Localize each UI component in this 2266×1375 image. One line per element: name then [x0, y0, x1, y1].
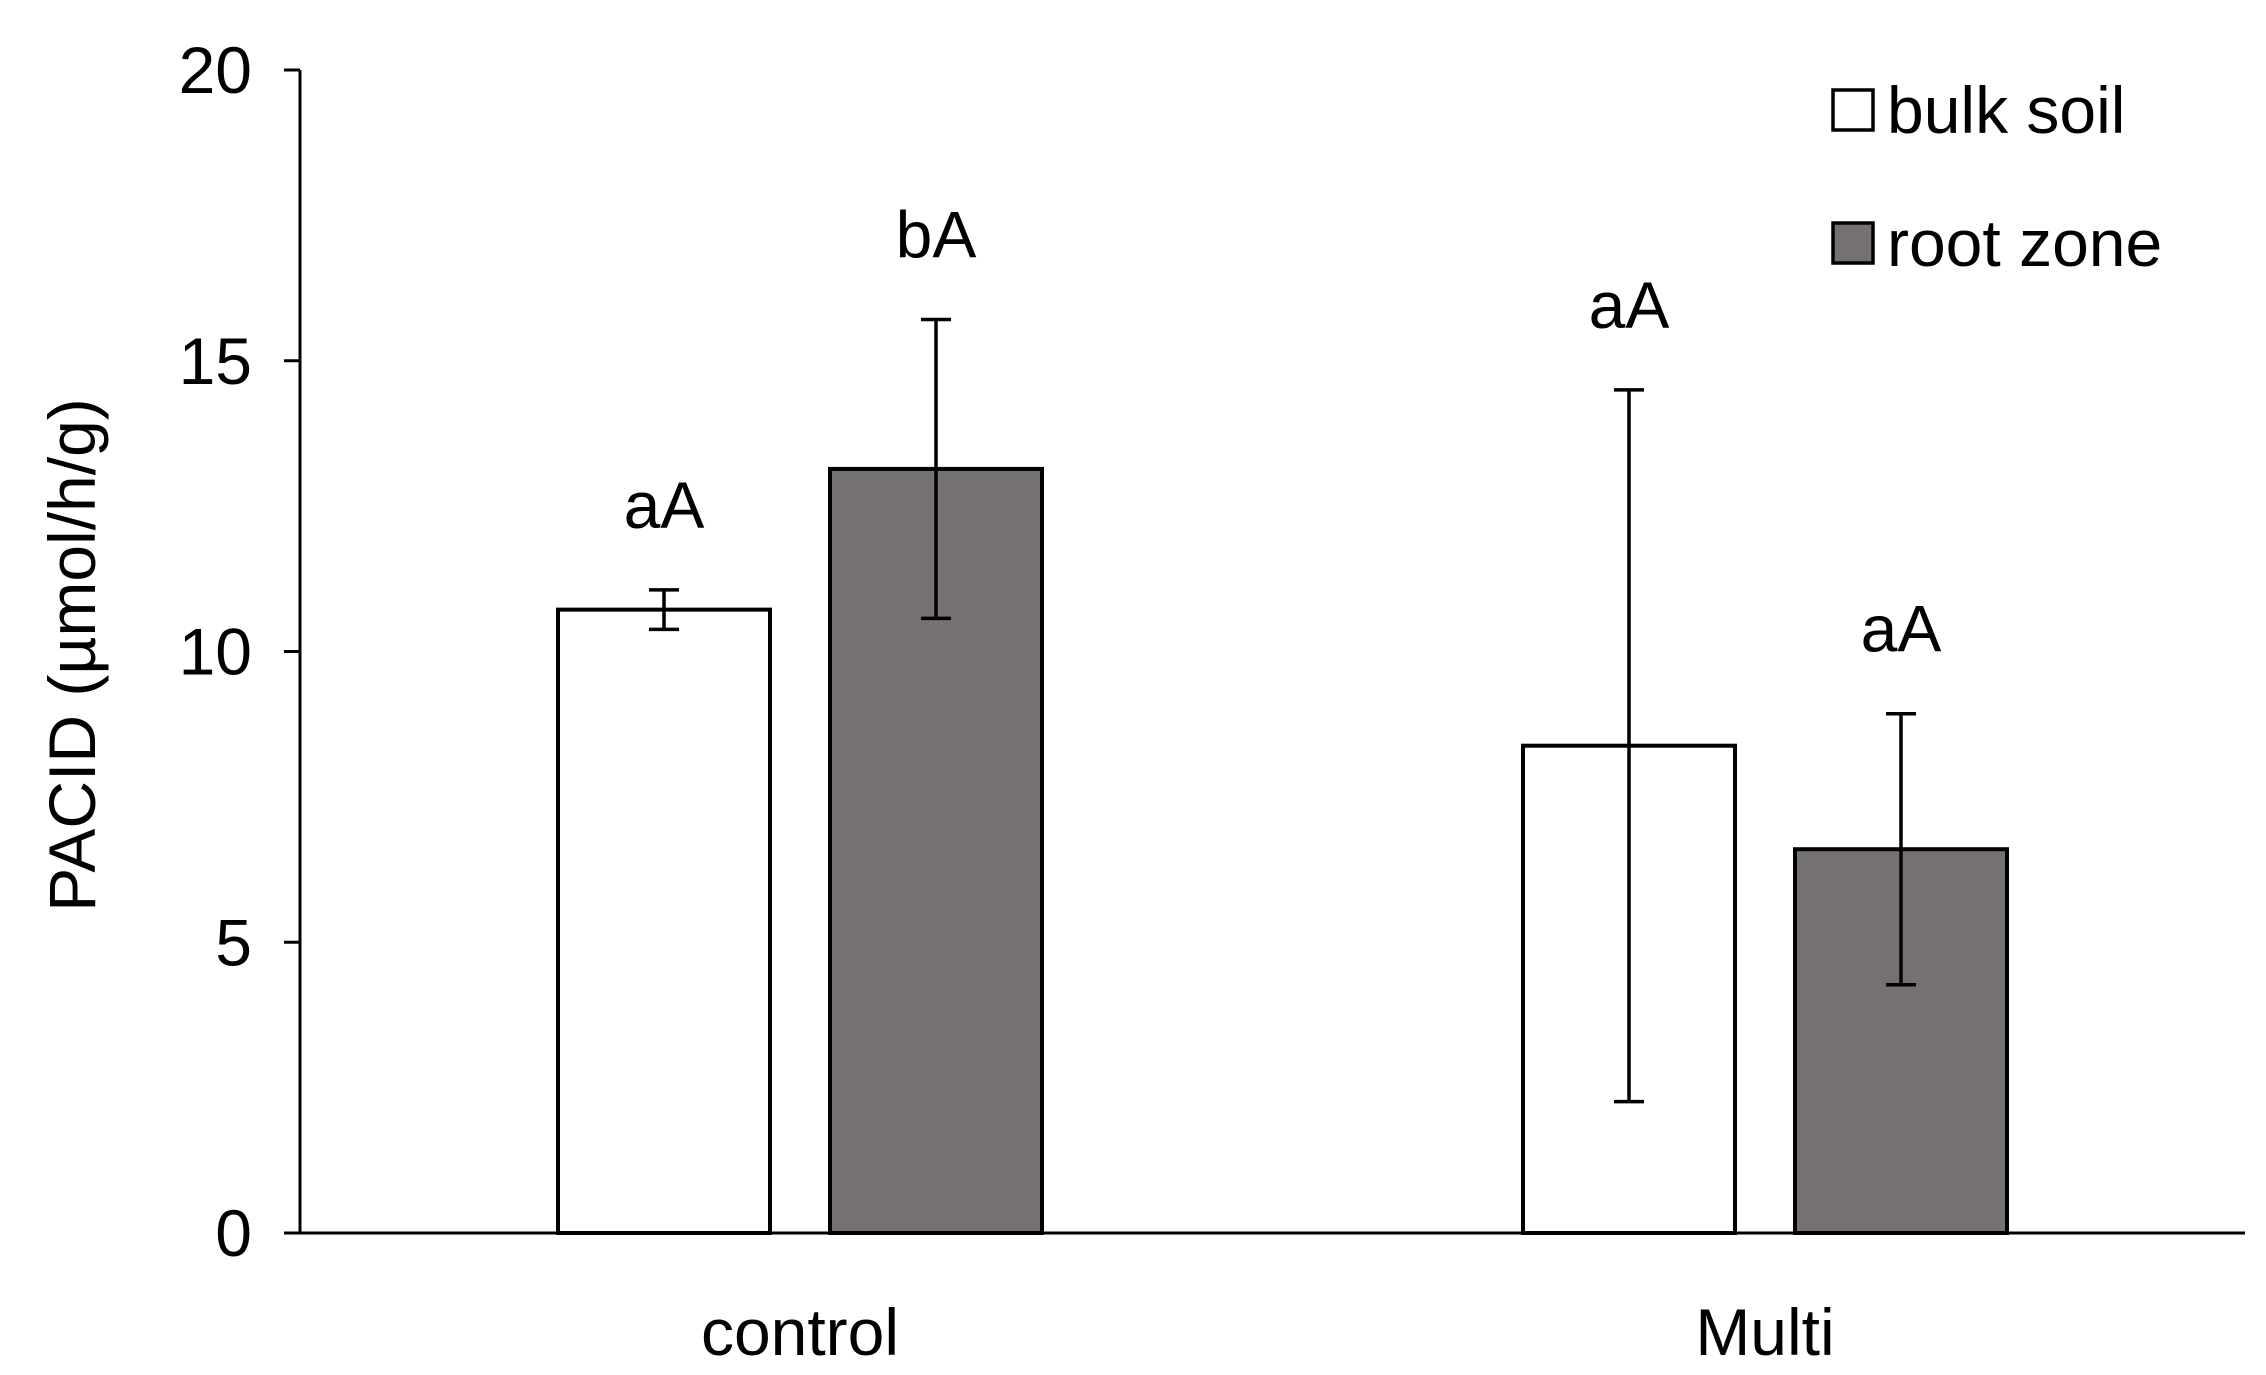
significance-labels: aA bA aA aA	[624, 197, 1942, 665]
y-tick-label: 20	[179, 33, 252, 107]
bar-bulk-soil-control	[556, 607, 772, 1235]
y-tick-label: 5	[215, 905, 252, 979]
legend-swatch-root-zone	[1831, 221, 1875, 265]
x-axis: control Multi	[300, 1231, 2245, 1369]
significance-label: aA	[1861, 592, 1942, 666]
bars	[556, 466, 2009, 1236]
significance-label: aA	[624, 468, 705, 542]
error-bars	[649, 317, 1916, 1104]
significance-label: bA	[896, 197, 977, 271]
y-tick-label: 10	[179, 615, 252, 689]
y-axis: 0 5 10 15 20	[179, 33, 302, 1270]
y-axis-title: PACID (µmol/h/g)	[35, 398, 109, 912]
x-category-label: control	[701, 1295, 899, 1369]
legend-label: bulk soil	[1887, 73, 2125, 147]
significance-label: aA	[1589, 268, 1670, 342]
y-tick-label: 0	[215, 1196, 252, 1270]
x-category-label: Multi	[1695, 1295, 1834, 1369]
legend: bulk soil root zone	[1831, 73, 2162, 280]
legend-label: root zone	[1887, 206, 2162, 280]
legend-swatch-bulk-soil	[1831, 88, 1875, 132]
y-tick-label: 15	[179, 324, 252, 398]
